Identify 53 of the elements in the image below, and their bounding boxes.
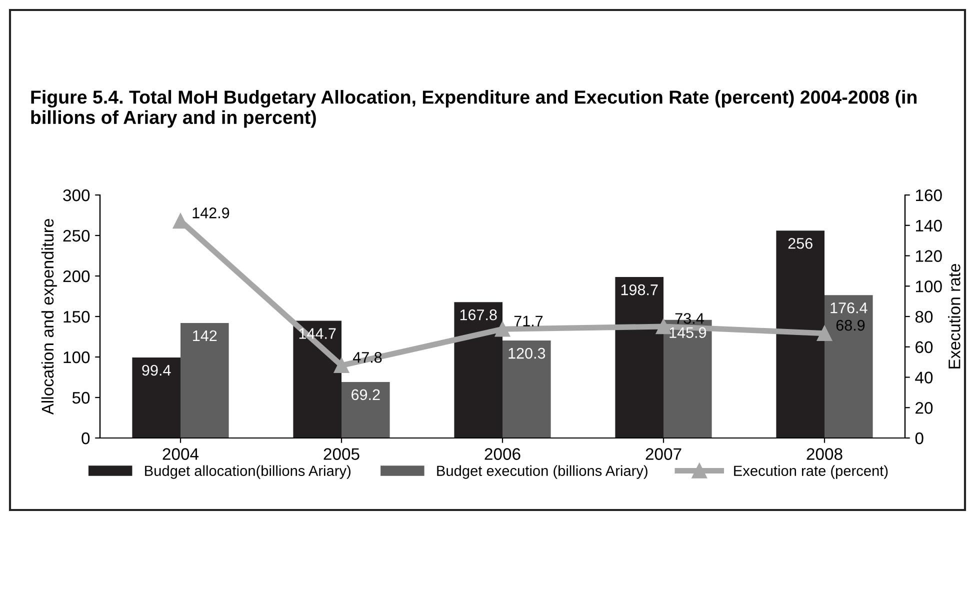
y2-tick-label: 120: [916, 250, 942, 262]
y-axis-title: Allocation and expenditure: [41, 219, 57, 415]
point: [656, 318, 672, 334]
bar: [454, 302, 502, 438]
bar: [776, 230, 824, 438]
legend-label: Execution rate (percent): [734, 465, 888, 479]
y2-tick-label: 0: [915, 432, 924, 444]
y-tick-label: 300: [63, 189, 90, 202]
data-label: 71.7: [514, 316, 543, 326]
y2-tick-label: 80: [915, 310, 933, 323]
y2-tick-label: 20: [916, 402, 933, 414]
bar: [615, 277, 664, 438]
data-label: 120.3: [508, 348, 546, 359]
legend-label: Budget allocation(billions Ariary): [145, 465, 350, 479]
point: [494, 321, 510, 337]
data-label: 142: [193, 330, 217, 341]
y-tick-label: 50: [72, 392, 90, 404]
data-label: 99.4: [142, 364, 171, 376]
bar: [180, 322, 229, 438]
x-tick-label: 2007: [646, 448, 682, 460]
data-label: 68.9: [836, 320, 865, 331]
y2-tick-label: 40: [915, 372, 933, 384]
y-tick-label: 0: [82, 432, 90, 444]
y2-tick-label: 140: [916, 220, 942, 232]
bar: [293, 320, 342, 438]
x-tick-label: 2008: [806, 448, 842, 460]
y2-axis-title: Execution rate: [948, 264, 960, 368]
y2-tick-label: 160: [916, 189, 942, 202]
y-tick-label: 250: [63, 230, 90, 242]
point: [334, 358, 350, 374]
data-label: 47.8: [352, 352, 382, 363]
chart-title: Figure 5.4. Total MoH Budgetary Allocation, Expenditure and Execution Rate (percent) 2004-2008 (in billions of Ariary and in percent): [31, 90, 917, 128]
data-label: 198.7: [621, 284, 658, 296]
y-tick-label: 150: [64, 310, 90, 323]
data-label: 167.8: [460, 309, 497, 320]
x-tick-label: 2004: [162, 448, 199, 460]
data-label: 176.4: [830, 302, 868, 314]
bar: [824, 295, 873, 438]
data-label: 69.2: [352, 389, 380, 400]
x-tick-label: 2006: [484, 448, 520, 460]
y-tick-label: 100: [64, 351, 90, 364]
data-label: 142.9: [192, 208, 230, 218]
bar: [342, 382, 390, 438]
bar: [132, 357, 180, 438]
data-label: 256: [788, 238, 812, 249]
data-label: 145.9: [670, 327, 706, 338]
y-tick-label: 200: [63, 270, 90, 282]
y2-tick-label: 60: [916, 341, 933, 354]
legend-label: Budget execution (billions Ariary): [437, 465, 648, 479]
point: [816, 326, 832, 341]
x-tick-label: 2005: [324, 448, 360, 460]
y2-tick-label: 100: [916, 280, 942, 292]
bar: [502, 340, 551, 438]
